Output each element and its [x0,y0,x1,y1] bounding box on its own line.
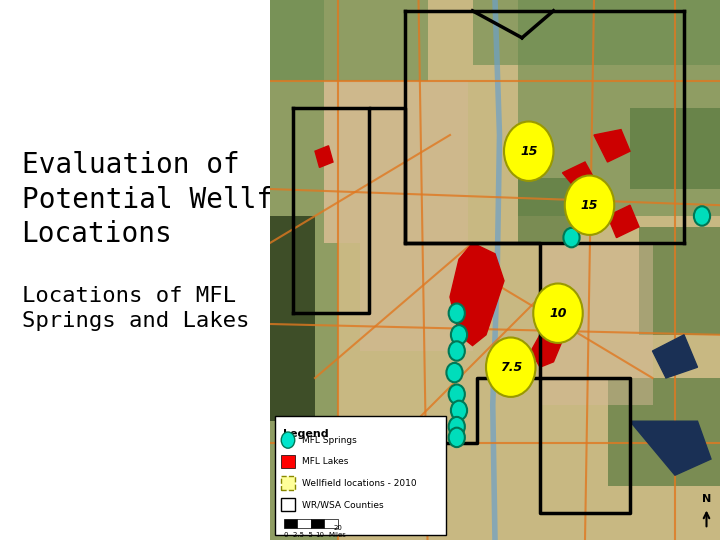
Circle shape [449,428,465,447]
Text: Locations of MFL
Springs and Lakes: Locations of MFL Springs and Lakes [22,286,249,331]
Polygon shape [450,243,504,346]
Bar [282,476,294,490]
Polygon shape [608,205,639,238]
Polygon shape [531,324,562,367]
Circle shape [486,338,536,397]
Circle shape [564,176,614,235]
Polygon shape [652,335,698,378]
Circle shape [449,417,465,436]
Text: Legend: Legend [284,429,329,440]
Polygon shape [315,146,333,167]
Text: N: N [702,494,711,504]
Bar [518,178,572,243]
Bar [310,519,324,528]
Text: 20
Miles: 20 Miles [328,525,346,538]
Bar [270,243,338,540]
Text: MFL Lakes: MFL Lakes [302,457,348,466]
Text: WR/WSA Counties: WR/WSA Counties [302,501,383,509]
Bar [270,216,315,421]
Bar [518,0,720,216]
Text: 15: 15 [520,145,538,158]
Bar [282,455,294,468]
Text: MFL Springs: MFL Springs [302,436,356,444]
Polygon shape [562,162,594,189]
Circle shape [451,401,467,420]
Bar [540,243,652,405]
Text: 7.5: 7.5 [500,361,522,374]
Circle shape [451,325,467,345]
Polygon shape [594,130,630,162]
Bar [639,227,720,335]
Circle shape [449,384,465,404]
Bar [608,378,720,486]
Circle shape [504,122,554,181]
Circle shape [449,303,465,323]
Bar [297,519,310,528]
Bar [324,81,468,243]
Text: 10: 10 [315,532,324,538]
Text: 10: 10 [549,307,567,320]
Bar [360,243,472,351]
Bar [630,108,720,189]
Bar [472,0,720,65]
Circle shape [282,432,294,448]
Circle shape [446,363,463,382]
Text: 0  2.5  5: 0 2.5 5 [284,532,312,538]
Text: Wellfield locations - 2010: Wellfield locations - 2010 [302,479,416,488]
Polygon shape [630,421,711,475]
Text: 15: 15 [581,199,598,212]
Bar [274,416,446,535]
Text: Evaluation of
Potential Wellfield
Locations: Evaluation of Potential Wellfield Locati… [22,151,340,248]
Bar [324,519,338,528]
Circle shape [563,228,580,247]
Circle shape [534,284,582,343]
Bar [270,0,428,81]
Bar [284,519,297,528]
Circle shape [449,341,465,361]
Bar [282,498,294,511]
Bar [270,0,324,243]
Circle shape [694,206,710,226]
